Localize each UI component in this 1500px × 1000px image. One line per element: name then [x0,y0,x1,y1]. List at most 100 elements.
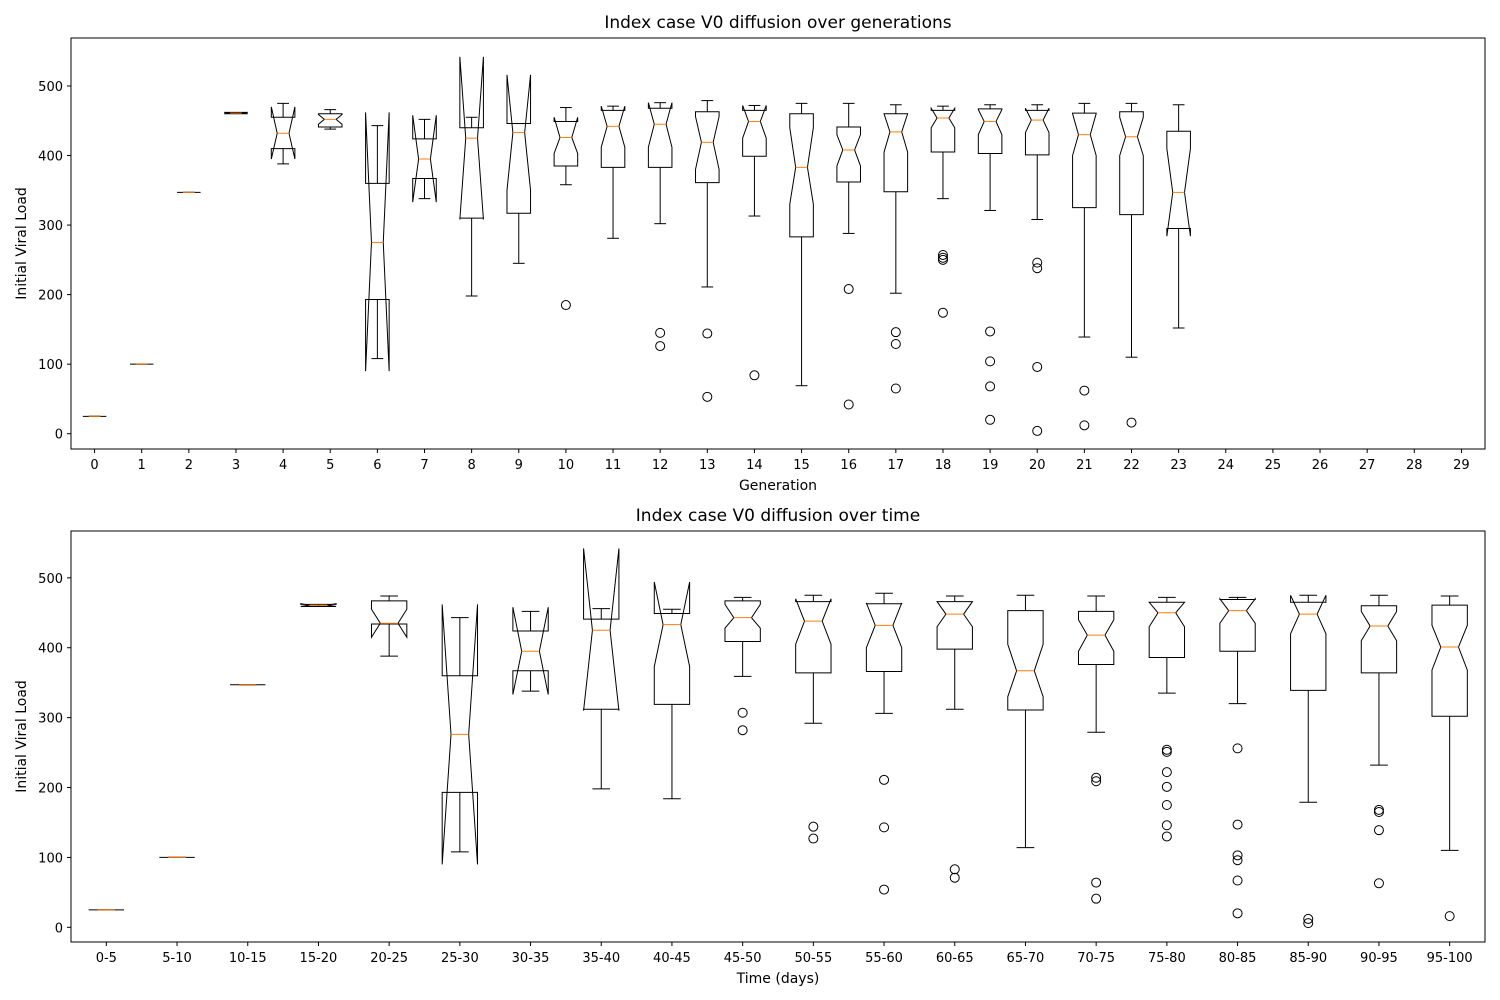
outlier [1161,820,1172,831]
outlier [1032,425,1043,436]
x-tick-label: 23 [1170,458,1187,473]
outlier [1373,804,1384,815]
outlier [1126,417,1137,428]
box [1360,605,1398,674]
outlier [1032,257,1043,268]
outlier [949,872,960,883]
outlier [737,707,748,718]
y-tick-label: 200 [38,289,63,304]
x-tick-label: 13 [699,458,716,473]
outlier [949,864,960,875]
y-axis-label: Initial Viral Load [14,187,30,300]
x-tick-label: 1 [138,458,146,473]
outlier [937,254,948,265]
outlier [1444,911,1455,922]
outlier [1091,772,1102,783]
chart-title: Index case V0 diffusion over generations [604,13,951,33]
x-tick-label: 65-70 [1007,951,1045,966]
x-tick-label: 5 [326,458,334,473]
x-tick-label: 26 [1312,458,1329,473]
outlier [1091,877,1102,888]
outlier [808,821,819,832]
y-tick-label: 0 [55,921,63,936]
outlier [1161,744,1172,755]
outlier [890,327,901,338]
outlier [985,381,996,392]
outlier [879,884,890,895]
box [789,113,814,238]
box [441,604,479,865]
y-tick-label: 400 [38,150,63,165]
outlier [1161,767,1172,778]
outlier [1161,781,1172,792]
x-tick-label: 16 [840,458,857,473]
box [977,108,1003,154]
x-tick-label: 7 [420,458,428,473]
outlier [1079,385,1090,396]
x-tick-label: 2 [185,458,193,473]
x-tick-label: 25 [1265,458,1282,473]
x-tick-label: 95-100 [1427,951,1473,966]
x-tick-label: 29 [1453,458,1470,473]
box [512,607,549,695]
x-tick-label: 24 [1217,458,1234,473]
x-tick-label: 75-80 [1148,951,1186,966]
box [459,56,484,220]
box [1290,595,1327,691]
outlier [890,338,901,349]
box [1024,108,1050,156]
x-tick-label: 20 [1029,458,1046,473]
outlier [1091,893,1102,904]
outlier [879,822,890,833]
outlier [1373,806,1384,817]
outlier [985,326,996,337]
x-tick-label: 28 [1406,458,1423,473]
x-tick-label: 50-55 [794,951,832,966]
outlier [1303,913,1314,924]
x-tick-label: 21 [1076,458,1093,473]
x-tick-label: 11 [605,458,622,473]
outlier [937,307,948,318]
outlier [560,300,571,311]
box [300,603,337,607]
y-tick-label: 200 [38,782,63,797]
box [506,74,532,214]
outlier [985,414,996,425]
x-tick-label: 18 [935,458,952,473]
box [370,600,408,639]
box [836,126,861,183]
x-tick-label: 27 [1359,458,1376,473]
outlier [1032,263,1043,274]
x-tick-label: 15 [793,458,810,473]
box [365,112,390,372]
y-tick-label: 0 [55,428,63,443]
y-tick-label: 300 [38,219,63,234]
x-tick-label: 3 [232,458,240,473]
outlier [1232,743,1243,754]
x-tick-label: 10-15 [229,951,267,966]
x-tick-label: 9 [515,458,523,473]
plot-frame [70,530,1486,943]
box [1148,601,1186,659]
x-tick-label: 55-60 [865,951,903,966]
outlier [702,391,713,402]
outlier [890,383,901,394]
outlier [1232,855,1243,866]
y-tick-label: 300 [38,712,63,727]
box [583,548,620,711]
box [653,581,691,705]
box [1007,610,1044,711]
outlier [1232,819,1243,830]
x-tick-label: 0-5 [96,951,117,966]
outlier [937,249,948,260]
box [647,102,673,168]
outlier [1303,918,1314,929]
y-tick-label: 500 [38,80,63,95]
box [742,105,767,157]
x-tick-label: 8 [467,458,475,473]
box [865,602,903,672]
x-tick-label: 60-65 [936,951,974,966]
box [553,117,579,167]
x-tick-label: 25-30 [441,951,479,966]
